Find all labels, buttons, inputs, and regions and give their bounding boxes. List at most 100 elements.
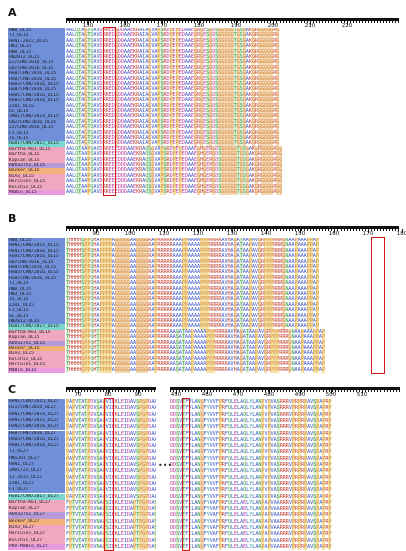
panel-b-minor-tick <box>325 229 327 231</box>
panel-a-minor-tick <box>374 21 376 23</box>
panel-c-left-ruler: 70 80 90 <box>66 387 156 399</box>
panel-a-minor-tick <box>148 21 150 23</box>
panel-c-right-tick-label: 500 <box>325 392 337 398</box>
panel-a-minor-tick <box>66 21 67 23</box>
panel-c-right-minor-tick <box>258 390 260 392</box>
panel-c-right-major-tick <box>176 390 177 394</box>
sequence-name: Bartha_UL15 <box>8 152 65 158</box>
panel-c-right-tick-label: 490 <box>294 392 306 398</box>
sequence-row: AALQTAGTQAVDRREDGDDAAEKRAIAGVAPSRDPEPEDA… <box>66 102 280 109</box>
sequence-name: HeB3/CHN/2016_UL15 <box>8 270 65 276</box>
sequence-row: THHHHSPPQHAPPPPAGGGGGAAGGGGRAPRRRRRAAAPP… <box>66 264 320 271</box>
panel-b-minor-tick <box>343 229 345 231</box>
panel-b-tick-label: 140 <box>260 231 272 237</box>
sequence-name: ZJ01_UL15 <box>8 103 65 109</box>
panel-c-right-minor-tick <box>234 390 236 392</box>
panel-a-minor-tick <box>367 21 369 23</box>
panel-b-minor-tick <box>221 229 223 231</box>
panel-a-minor-tick <box>75 21 77 23</box>
panel-a-major-tick <box>162 21 163 25</box>
panel-b-minor-tick <box>233 229 235 231</box>
sequence-row: THHHHSPPQHAPPPPAGGGGGAAGGGGRAPRRRRRAAAPP… <box>66 242 320 249</box>
panel-c-left-minor-tick <box>105 390 107 392</box>
panel-a-minor-tick <box>69 21 71 23</box>
panel-c-right-minor-tick <box>346 390 348 392</box>
panel-c: C HeN1/CHN/2015_UL27 HJ1/CHN/2014_UL27 HeN1… <box>0 383 406 551</box>
sequence-name: Becker_UL15 <box>8 168 65 174</box>
panel-a-minor-tick <box>145 21 147 23</box>
sequence-row: PAPVTATPDVSAPVIEKLEIDAVSPGPDAA <box>66 424 156 431</box>
panel-c-right-minor-tick <box>334 390 336 392</box>
panel-a-minor-tick <box>343 21 345 23</box>
panel-c-right-minor-tick <box>243 390 245 392</box>
sequence-row: AALQTAGTQAVDRREDGDDAAEKRAIAGVAPSRDPEPEDA… <box>66 54 280 61</box>
panel-c-left-minor-tick <box>148 390 150 392</box>
panel-a-major-tick <box>273 21 274 25</box>
panel-c-right-minor-tick <box>237 390 239 392</box>
panel-a-minor-tick <box>239 21 241 23</box>
panel-letter: C <box>8 383 17 396</box>
panel-a-major-tick <box>125 21 126 25</box>
sequence-name: ZJ01_UL27 <box>8 480 65 488</box>
panel-b-minor-tick <box>69 229 71 231</box>
panel-b-minor-tick <box>169 229 171 231</box>
panel-b-ruler-bar <box>66 226 399 229</box>
panel-c-left-minor-tick <box>133 390 135 392</box>
panel-b-minor-tick <box>242 229 244 231</box>
panel-b-minor-tick <box>255 229 257 231</box>
sequence-name: HeN1_UL27 <box>8 462 65 469</box>
sequence-name: HeN1/CHN/2014_UL27 <box>8 411 65 418</box>
panel-b-minor-tick <box>178 229 180 231</box>
highlight-box <box>371 237 385 374</box>
panel-c-right-minor-tick <box>377 390 379 392</box>
panel-b-minor-tick <box>224 229 226 231</box>
sequence-row: FPTVTATPDVNAPSIEKLEIDAPTPGPDAS <box>66 499 156 507</box>
panel-c-left-minor-tick <box>81 390 83 392</box>
panel-c-left-major-tick <box>108 390 109 394</box>
panel-c-right-minor-tick <box>365 390 367 392</box>
panel-b-minor-tick <box>96 229 98 231</box>
sequence-row: AALQTAAPQAVDRREEEDDDAAEKRAQSGVAPSRDPEPED… <box>66 178 283 185</box>
sequence-row: THHHHSPPQHAPPPPAGGGGGAAGGGGRAPRRRRRAAAPP… <box>66 296 320 303</box>
sequence-row: THHHHSPPQHAPPPPAGGGGGAAGGGGRAPRRRRRAAAPP… <box>66 269 320 276</box>
panel-b-minor-tick <box>297 229 299 231</box>
sequence-name: FJ_UL15 <box>8 130 65 136</box>
panel-c-right-minor-tick <box>301 390 303 392</box>
panel-a-major-tick <box>88 21 89 25</box>
sequence-row: AALQTAAPQAVDRREEEDDDAAEKRAQSGVAPSRDPEPED… <box>66 151 283 158</box>
sequence-name: NIA3_UL15 <box>8 351 65 357</box>
panel-a-minor-tick <box>300 21 302 23</box>
panel-a-minor-tick <box>172 21 174 23</box>
panel-b-minor-tick <box>151 229 153 231</box>
panel-c-right-minor-tick <box>359 390 361 392</box>
sequence-name: HN0_UL15 <box>8 238 65 244</box>
sequence-name: FJ_UL15 <box>8 308 65 314</box>
highlight-box <box>104 398 114 551</box>
panel-c-left-minor-tick <box>114 390 116 392</box>
panel-b-tick-label: 150 <box>294 231 306 237</box>
panel-b-minor-tick <box>285 229 287 231</box>
sequence-name: AnH1/CHN/2016_UL15 <box>8 254 65 260</box>
panel-a-minor-tick <box>249 21 250 23</box>
sequence-row: AALQTAGTQAVDRREDGDDAAEKRAIAGVAPSRDPEPEDA… <box>66 118 280 126</box>
panel-a-tick-label: 180 <box>193 23 205 29</box>
sequence-name: HJ1/CHN/2014_UL27 <box>8 405 65 412</box>
panel-a-minor-tick <box>285 21 287 23</box>
panel-a-minor-tick <box>334 21 336 23</box>
panel-b-minor-tick <box>328 229 330 231</box>
panel-b-minor-tick <box>148 229 150 231</box>
panel-a-minor-tick <box>114 21 116 23</box>
panel-a-minor-tick <box>166 21 168 23</box>
panel-b-minor-tick <box>270 229 272 231</box>
panel-letter: A <box>8 6 17 19</box>
panel-c-right-minor-tick <box>191 390 193 392</box>
panel-b-minor-tick <box>66 229 67 231</box>
sequence-name: HeB3/CHN/2016_UL15 <box>8 82 65 88</box>
panel-c-right-minor-tick <box>383 390 385 392</box>
sequence-row: DDSVTFVLANGFYVVFPRFQLELAQLYLANPVPVASRRRV… <box>170 411 332 418</box>
panel-b-major-tick <box>368 229 369 233</box>
panel-b-minor-tick <box>102 229 104 231</box>
sequence-row: DDSVTFVLANGFYVVFPRFQLELAQLYLANPVPVASRRRV… <box>170 405 332 412</box>
panel-c-right-tick-label: 470 <box>232 392 244 398</box>
panel-c-right-tick-label: 480 <box>263 392 275 398</box>
